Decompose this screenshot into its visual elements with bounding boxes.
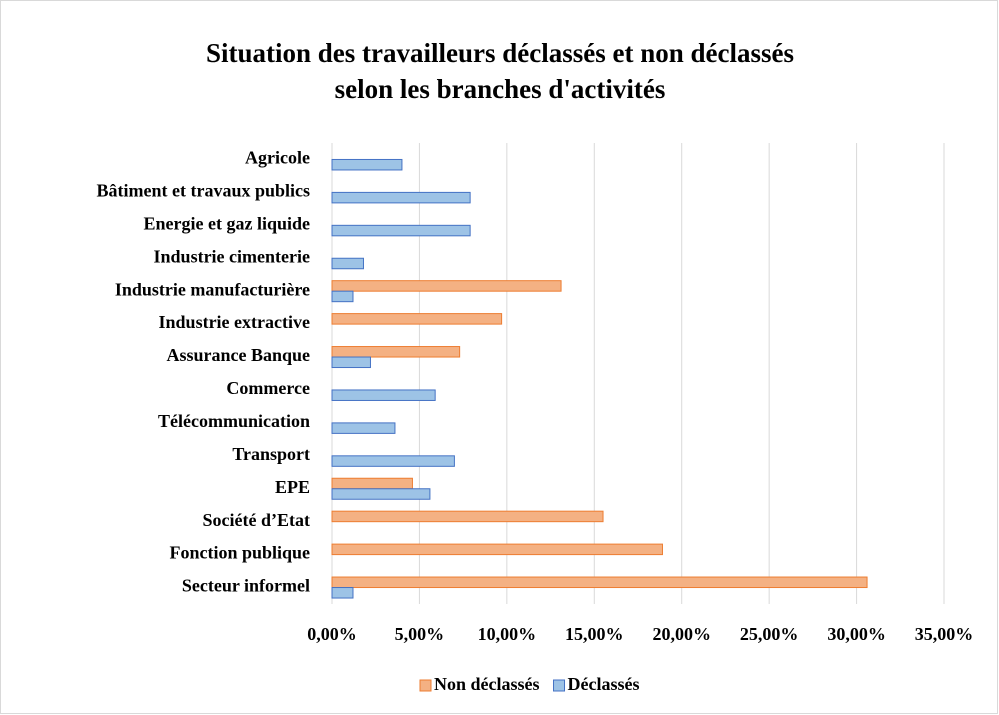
bar [331,455,455,467]
chart-title: selon les branches d'activités [335,74,666,104]
y-tick-label: Assurance Banque [166,345,310,365]
bar [331,257,364,270]
x-tick-label: 35,00% [915,624,974,644]
y-tick-label: Industrie extractive [159,312,310,332]
bar [331,224,471,237]
bar [331,587,354,599]
bar [331,280,562,292]
bar [331,488,431,500]
x-tick-label: 0,00% [307,624,357,644]
y-tick-label: EPE [275,477,310,497]
bar [331,356,371,369]
bar [331,158,403,171]
bar [331,510,604,523]
bar [331,422,396,434]
y-tick-label: Industrie manufacturière [115,279,310,299]
y-tick-label: Agricole [245,148,310,168]
y-tick-label: Société d’Etat [203,510,310,530]
x-tick-label: 20,00% [652,624,711,644]
x-tick-label: 15,00% [565,624,624,644]
x-tick-label: 30,00% [827,624,886,644]
x-tick-label: 10,00% [478,624,537,644]
y-tick-label: Secteur informel [182,576,310,596]
bar [331,290,354,303]
bar [331,477,413,490]
bar [331,313,503,325]
bar [331,346,461,358]
legend-swatch [553,679,566,692]
y-tick-label: Industrie cimenterie [154,246,310,266]
bar [331,576,868,589]
bar [331,543,663,556]
legend-label: Déclassés [568,674,640,694]
legend-label: Non déclassés [434,674,540,694]
chart-title: Situation des travailleurs déclassés et … [206,38,794,68]
x-tick-label: 25,00% [740,624,799,644]
y-tick-label: Fonction publique [169,543,310,563]
y-tick-label: Bâtiment et travaux publics [97,181,311,201]
bar [331,191,471,204]
x-tick-label: 5,00% [395,624,445,644]
y-tick-label: Télécommunication [158,411,310,431]
y-tick-label: Energie et gaz liquide [144,213,310,233]
y-tick-label: Transport [232,444,310,464]
legend-swatch [419,679,432,692]
bar [331,389,436,401]
y-tick-label: Commerce [226,378,310,398]
